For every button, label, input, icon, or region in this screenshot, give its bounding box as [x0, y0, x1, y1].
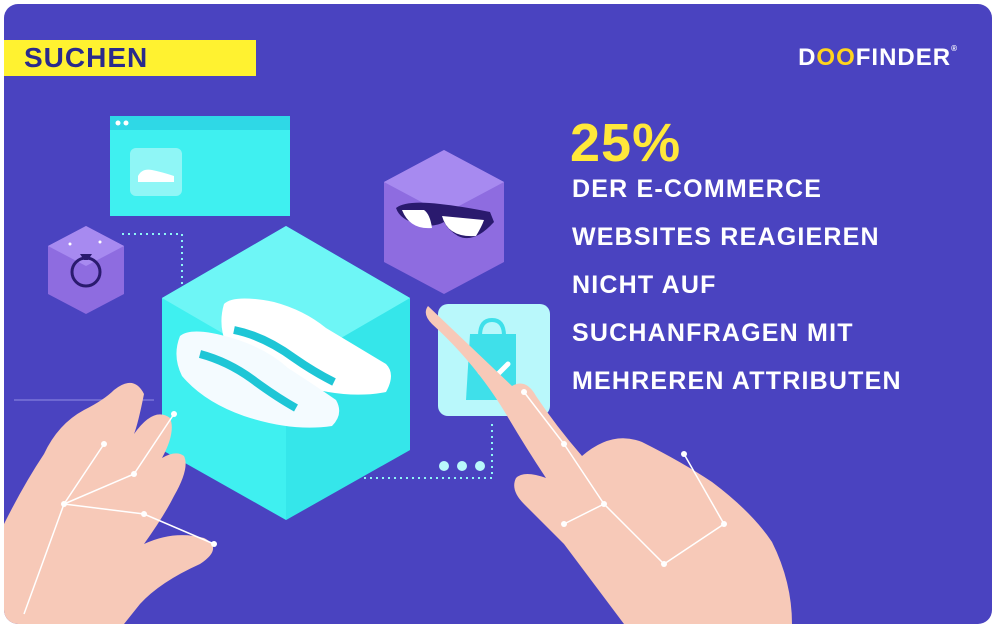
glasses-icon [384, 150, 504, 294]
headline-line: DER E-COMMERCE [572, 175, 823, 203]
logo-oo: OO [816, 44, 856, 71]
headline-stat: 25% [570, 113, 682, 173]
headline-line: WEBSITES REAGIEREN [572, 223, 880, 251]
headline-line: SUCHANFRAGEN MIT [572, 319, 854, 347]
section-tag: SUCHEN [4, 40, 256, 76]
doofinder-logo: DOOFINDER® [798, 44, 958, 72]
infographic-card: SUCHEN DOOFINDER® 25% DER E-COMMERCE WEB… [4, 4, 992, 624]
browser-window-icon [110, 116, 290, 216]
headline-line: MEHREREN ATTRIBUTEN [572, 367, 902, 395]
logo-suffix: FINDER [855, 44, 952, 71]
headline-text: DER E-COMMERCE WEBSITES REAGIEREN NICHT … [572, 172, 902, 412]
illustration [4, 116, 792, 624]
sneaker-icon [162, 226, 410, 520]
section-tag-label: SUCHEN [24, 42, 149, 73]
right-hand [425, 306, 792, 624]
headline-line: NICHT AUF [572, 271, 717, 299]
logo-prefix: D [798, 44, 817, 71]
logo-registered-mark: ® [951, 44, 958, 53]
ring-icon [48, 226, 124, 314]
left-hand [4, 382, 217, 624]
